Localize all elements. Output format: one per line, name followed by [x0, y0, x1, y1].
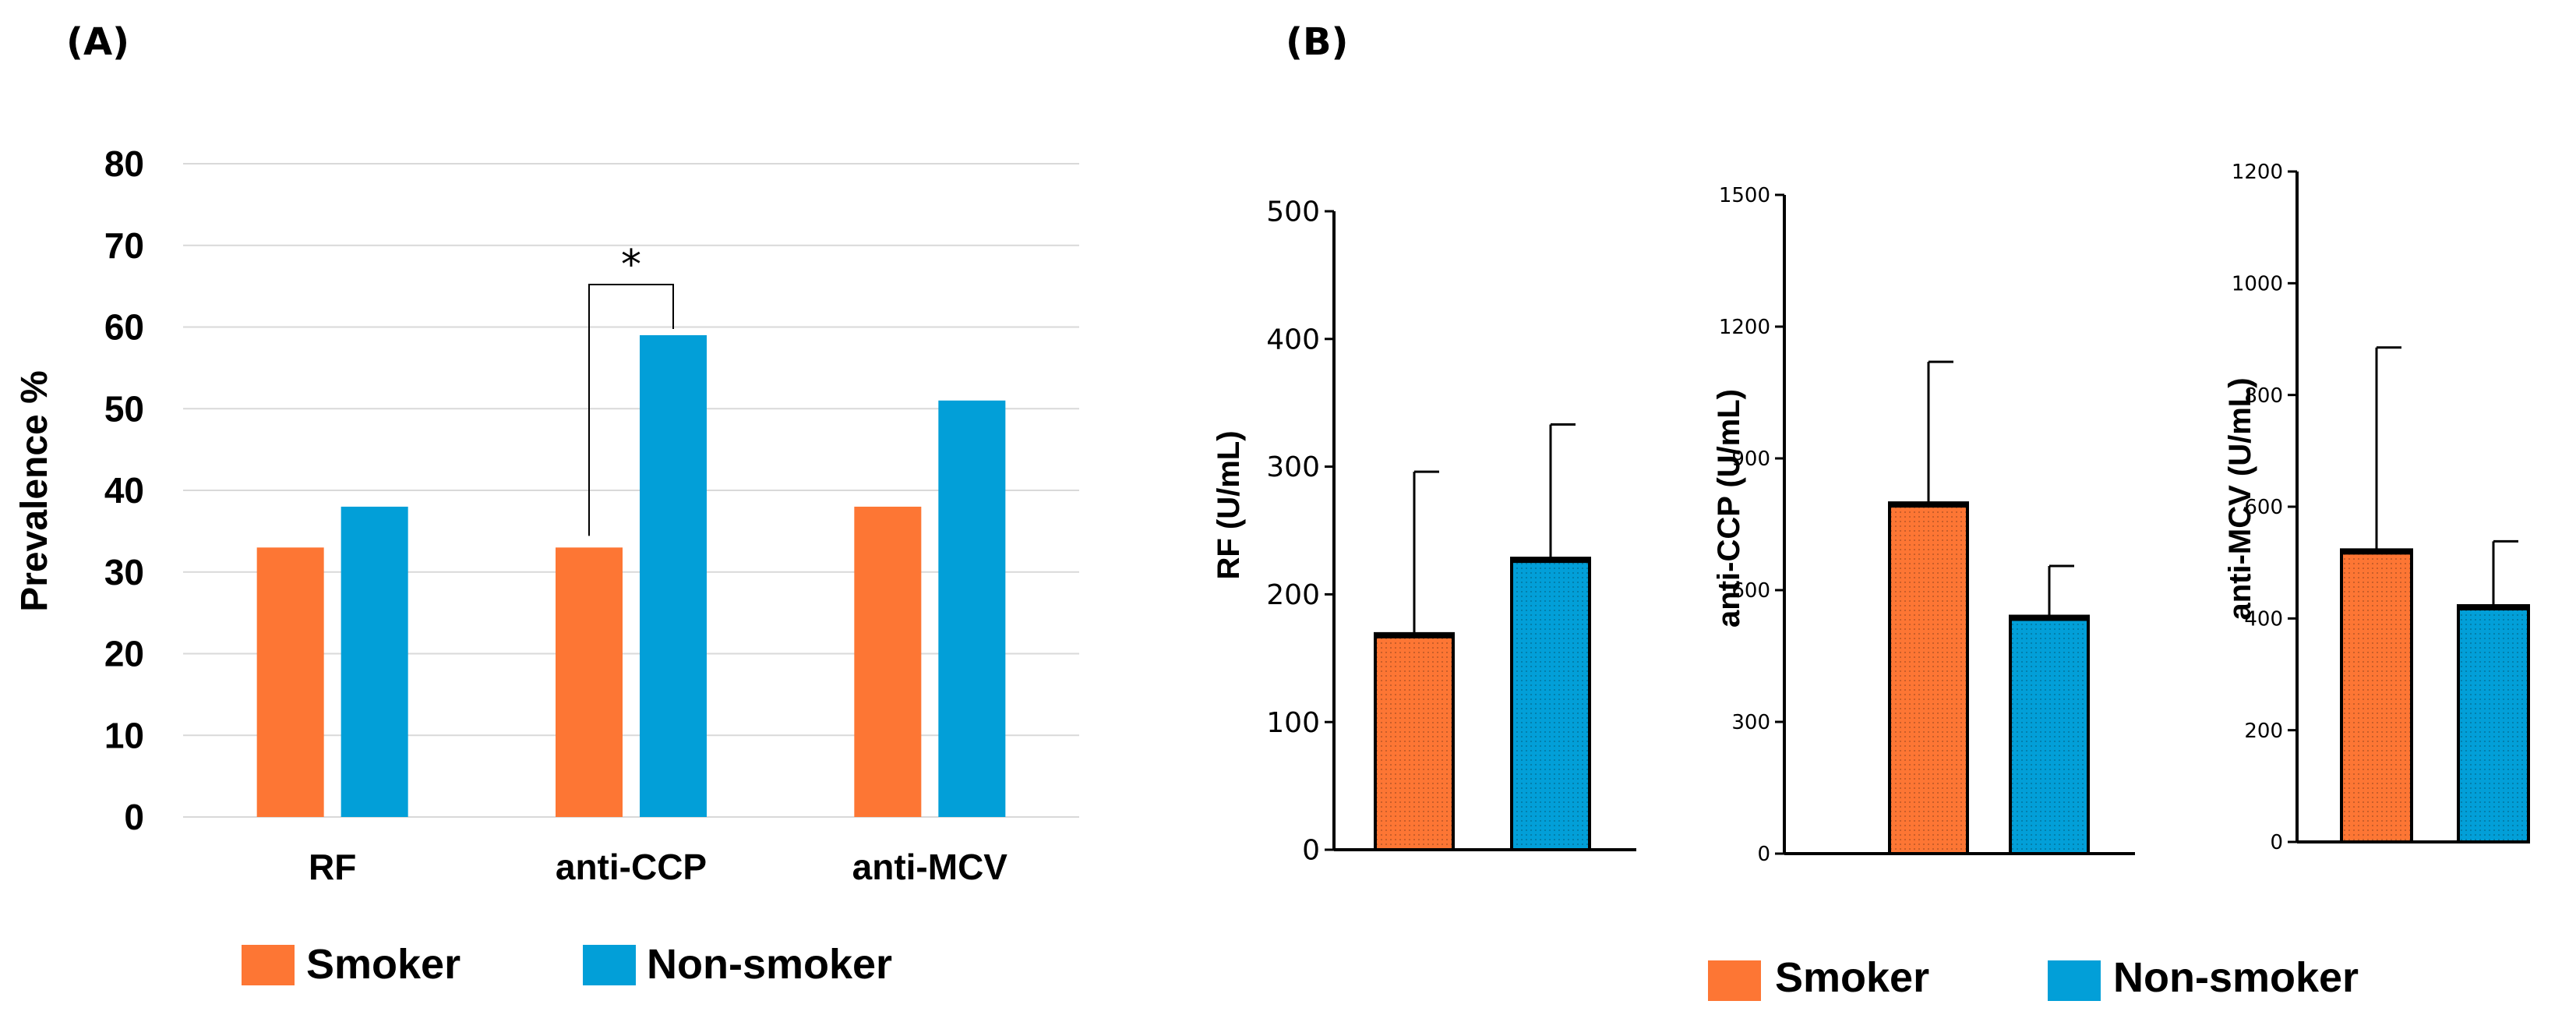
y-tick-label: 1500 [1719, 184, 1770, 207]
legend-b-nonsmoker-label: Non-smoker [2113, 954, 2359, 1001]
bar-smoker-texture [1375, 635, 1453, 850]
x-tick-label: anti-CCP [556, 847, 707, 887]
bar-nonsmoker-rf [341, 506, 408, 817]
y-tick-label: 300 [1731, 711, 1770, 734]
y-tick-label: 1000 [2232, 272, 2283, 295]
y-tick-label: 0 [124, 797, 144, 837]
chart-b2: anti-CCP (U/mL) 0 300 600 900 1200 1500 [1712, 184, 2135, 866]
legend-a-nonsmoker-swatch [583, 945, 636, 985]
legend-a: Smoker Non-smoker [242, 941, 892, 988]
bar-smoker-rf [256, 547, 324, 817]
significance-bracket [588, 283, 674, 536]
significance-marker: * [621, 242, 641, 288]
legend-b-smoker-swatch [1708, 960, 1761, 1001]
y-tick-label: 50 [104, 388, 144, 429]
bar-nonsmoker-anti-ccp [640, 334, 707, 818]
bar-smoker-anti-mcv [854, 506, 922, 817]
y-tick-label: 0 [1302, 835, 1320, 867]
y-tick-label: 70 [104, 225, 144, 266]
bar-nonsmoker-texture [2458, 607, 2528, 842]
chart-a: 0 10 20 30 40 50 60 70 80 RF anti-CCP anti-MCV * P… [14, 143, 1079, 887]
chart-a-x-labels: RF anti-CCP anti-MCV [309, 847, 1007, 887]
y-tick-label: 20 [104, 634, 144, 674]
legend-a-nonsmoker-label: Non-smoker [647, 941, 892, 988]
y-tick-label: 1200 [2232, 161, 2283, 184]
y-tick-label: 1200 [1719, 316, 1770, 339]
y-tick-label: 400 [2244, 607, 2283, 631]
x-tick-label: anti-MCV [852, 847, 1008, 887]
y-tick-label: 200 [2244, 720, 2283, 743]
y-tick-label: 0 [1757, 843, 1770, 866]
chart-b3-ylabel: anti-MCV (U/mL) [2223, 377, 2257, 620]
y-tick-label: 40 [104, 470, 144, 511]
y-tick-label: 30 [104, 552, 144, 592]
chart-a-ylabel: Prevalence % [14, 370, 55, 612]
y-tick-label: 60 [104, 307, 144, 348]
legend-b: Smoker Non-smoker [1708, 954, 2359, 1001]
bar-smoker-texture [2341, 551, 2412, 842]
chart-b1-ylabel: RF (U/mL) [1212, 430, 1246, 579]
y-tick-label: 10 [104, 715, 144, 755]
legend-b-nonsmoker-swatch [2048, 960, 2101, 1001]
y-tick-label: 400 [1266, 324, 1320, 355]
chart-a-annotation: * [588, 242, 674, 536]
chart-b3: anti-MCV (U/mL) 0 200 400 600 800 1000 1200 [2223, 161, 2530, 854]
y-tick-label: 200 [1266, 579, 1320, 611]
y-tick-label: 80 [104, 143, 144, 184]
y-tick-label: 600 [2244, 496, 2283, 519]
chart-a-y-ticks: 0 10 20 30 40 50 60 70 80 [104, 143, 144, 837]
panel-b-label: (B) [1286, 20, 1348, 64]
x-tick-label: RF [309, 847, 356, 887]
legend-a-smoker-label: Smoker [306, 941, 461, 988]
bar-nonsmoker-texture [2010, 617, 2088, 854]
bar-nonsmoker-texture [1512, 560, 1590, 850]
y-tick-label: 900 [1731, 447, 1770, 471]
y-tick-label: 800 [2244, 384, 2283, 408]
bar-smoker-anti-ccp [556, 547, 623, 817]
chart-b2-ylabel: anti-CCP (U/mL) [1712, 389, 1746, 628]
y-tick-label: 500 [1266, 196, 1320, 228]
chart-a-gridlines [183, 163, 1079, 818]
chart-b1: RF (U/mL) 0 100 200 300 400 500 [1212, 196, 1636, 867]
y-tick-label: 600 [1731, 579, 1770, 603]
y-tick-label: 300 [1266, 451, 1320, 483]
chart-a-bars [256, 334, 1006, 818]
legend-b-smoker-label: Smoker [1775, 954, 1929, 1001]
y-tick-label: 0 [2270, 831, 2283, 854]
y-tick-label: 100 [1266, 707, 1320, 739]
bar-smoker-texture [1890, 504, 1967, 854]
legend-a-smoker-swatch [242, 945, 295, 985]
panel-a-label: (A) [66, 20, 129, 64]
bar-nonsmoker-anti-mcv [938, 400, 1006, 817]
